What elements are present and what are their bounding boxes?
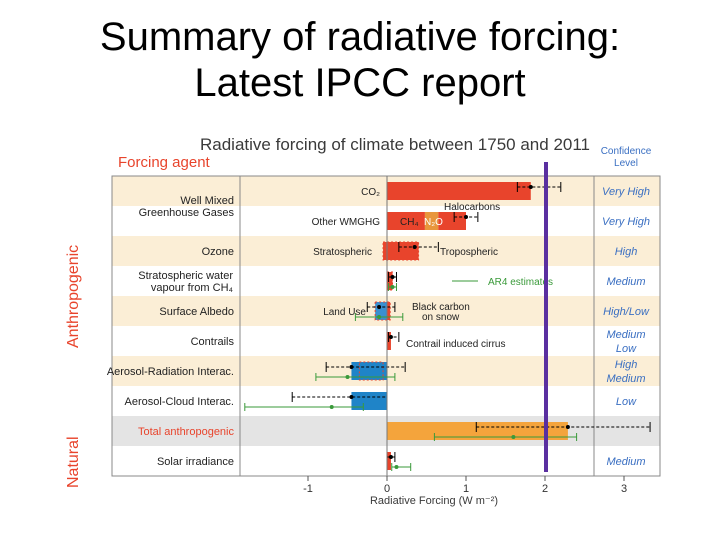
category-label: Greenhouse Gases xyxy=(139,207,235,219)
forcing-bar xyxy=(438,212,466,230)
forcing-bar xyxy=(387,452,391,470)
forcing-agent-header: Forcing agent xyxy=(118,154,211,171)
x-axis: -1 0 1 2 3 xyxy=(112,475,660,495)
segment-labels: CO₂ Halocarbons Other WMGHG CH₄ N₂O Stratosph… xyxy=(312,187,506,350)
error-bar-center xyxy=(565,425,570,429)
hatched-bar xyxy=(382,241,420,261)
category-label: Ozone xyxy=(202,246,234,258)
confidence-header-line-1: Confidence xyxy=(601,146,652,157)
category-label: Well Mixed xyxy=(180,195,234,207)
x-axis-label: Radiative Forcing (W m⁻²) xyxy=(370,495,498,507)
confidence-label: Medium xyxy=(606,456,645,468)
confidence-label: Low xyxy=(616,396,637,408)
slide-title-line-1: Summary of radiative forcing: xyxy=(99,15,621,59)
segment-label: Tropospheric xyxy=(440,247,498,258)
x-tick-label: 1 xyxy=(463,483,469,495)
segment-label: Contrail induced cirrus xyxy=(406,339,506,350)
row-background xyxy=(112,206,660,236)
row-backgrounds xyxy=(111,175,661,477)
forcing-bar xyxy=(375,302,387,320)
error-bar-center xyxy=(349,395,354,399)
confidence-labels: Very High Very High High Medium High/Low Medi… xyxy=(602,186,650,468)
error-bar-center xyxy=(388,455,393,459)
confidence-label: Medium xyxy=(606,373,645,385)
segment-label: N₂O xyxy=(424,217,443,228)
x-tick-label: 0 xyxy=(384,483,390,495)
segment-label: Land Use xyxy=(323,307,366,318)
anthropogenic-group-label: Anthropogenic xyxy=(65,245,82,348)
confidence-label: Low xyxy=(616,343,637,355)
forcing-bar xyxy=(387,212,425,230)
natural-group-label: Natural xyxy=(65,436,82,488)
ar4-center xyxy=(329,405,334,409)
confidence-label: High xyxy=(615,359,638,371)
chart-title-band xyxy=(112,130,660,178)
row-background xyxy=(112,416,660,446)
row-background xyxy=(112,176,660,206)
confidence-label: High xyxy=(615,246,638,258)
confidence-label: Very High xyxy=(602,216,650,228)
x-tick-label: 3 xyxy=(621,483,627,495)
x-tick-label: 2 xyxy=(542,483,548,495)
segment-label: CO₂ xyxy=(361,187,380,198)
row-background xyxy=(112,446,660,476)
forcing-bar xyxy=(424,212,439,230)
error-bar-center xyxy=(464,215,468,219)
chart-title: Radiative forcing of climate between 175… xyxy=(200,135,590,154)
row-background xyxy=(112,326,660,356)
forcing-bar xyxy=(387,182,531,200)
category-label: Aerosol-Radiation Interac. xyxy=(107,366,234,378)
hatched-bar xyxy=(374,301,391,321)
category-label: vapour from CH₄ xyxy=(151,282,234,294)
category-label: Stratospheric water xyxy=(138,270,233,282)
error-bar-center xyxy=(377,305,382,309)
segment-label: Halocarbons xyxy=(444,202,500,213)
ar4-center xyxy=(390,285,395,289)
ar4-estimates xyxy=(244,280,578,471)
segment-label: Stratospheric xyxy=(313,247,372,258)
category-label: Surface Albedo xyxy=(159,306,234,318)
category-label: Aerosol-Cloud Interac. xyxy=(125,396,234,408)
category-label: Solar irradiance xyxy=(157,456,234,468)
segment-label: CH₄ xyxy=(400,217,419,228)
error-bar-center xyxy=(528,185,533,189)
forcing-bar xyxy=(387,302,391,320)
ar4-estimates-label: AR4 estimates xyxy=(488,277,553,288)
ar4-center xyxy=(377,315,382,319)
error-bar-center xyxy=(388,335,393,339)
confidence-label: Medium xyxy=(606,329,645,341)
category-label: Contrails xyxy=(191,336,235,348)
confidence-label: Very High xyxy=(602,186,650,198)
category-label: Total anthropogenic xyxy=(138,426,235,438)
hatched-bar xyxy=(358,361,384,381)
confidence-label: High/Low xyxy=(603,306,650,318)
forcing-bar xyxy=(387,242,419,260)
slide-title: Summary of radiative forcing: Latest IPC… xyxy=(0,14,720,106)
ar4-center xyxy=(511,435,516,439)
segment-label: Black carbon xyxy=(412,302,470,313)
error-bar-center xyxy=(390,275,395,279)
ar4-center xyxy=(345,375,350,379)
slide-title-line-2: Latest IPCC report xyxy=(194,61,526,105)
confidence-label: Medium xyxy=(606,276,645,288)
error-bar-center xyxy=(349,365,354,369)
segment-label: on snow xyxy=(422,312,460,323)
ar4-center xyxy=(394,465,399,469)
x-tick-label: -1 xyxy=(303,483,313,495)
error-bar-center xyxy=(412,245,417,249)
row-background xyxy=(112,266,660,296)
uncertainty-bars xyxy=(291,176,651,476)
forcing-bar xyxy=(387,272,393,290)
forcing-bars xyxy=(351,182,568,470)
confidence-header-line-2: Level xyxy=(614,158,638,169)
forcing-bar xyxy=(383,242,387,260)
segment-label: Other WMGHG xyxy=(312,217,381,228)
